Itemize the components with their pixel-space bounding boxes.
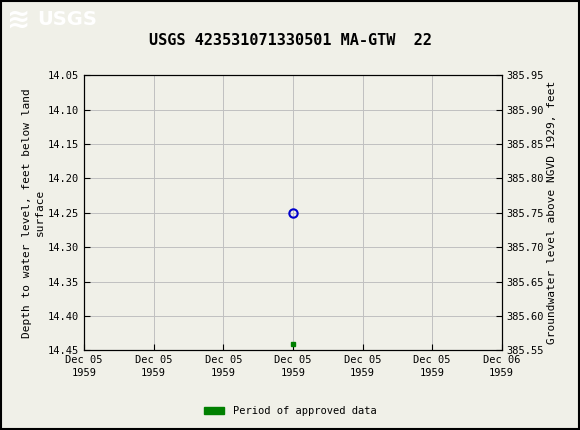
- Text: USGS: USGS: [38, 10, 97, 29]
- Y-axis label: Groundwater level above NGVD 1929, feet: Groundwater level above NGVD 1929, feet: [547, 81, 557, 344]
- Legend: Period of approved data: Period of approved data: [200, 402, 380, 421]
- Text: ≋: ≋: [7, 5, 30, 34]
- Text: USGS 423531071330501 MA-GTW  22: USGS 423531071330501 MA-GTW 22: [148, 34, 432, 48]
- Y-axis label: Depth to water level, feet below land
surface: Depth to water level, feet below land su…: [22, 88, 45, 338]
